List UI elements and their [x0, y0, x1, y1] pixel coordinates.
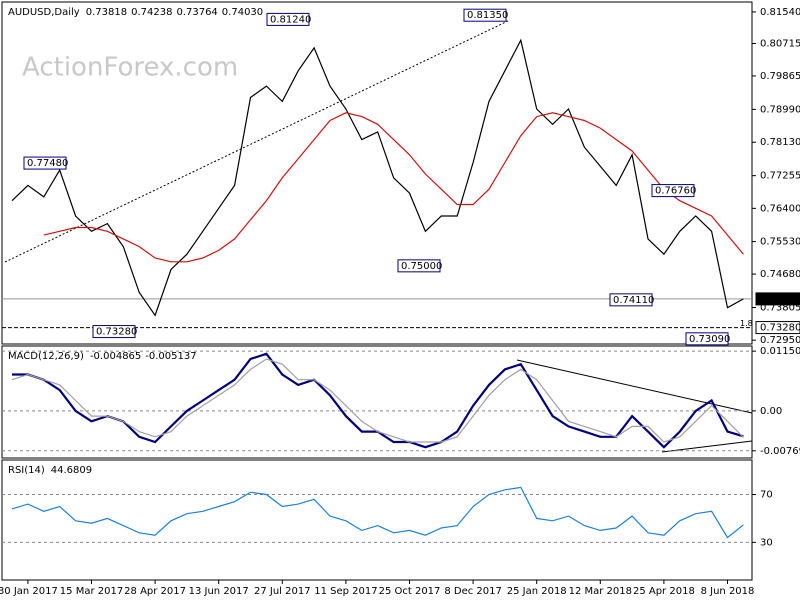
annotation-label: 0.76760 — [655, 186, 696, 197]
x-tick-label: 25 Oct 2017 — [379, 586, 441, 597]
y-tick-label: 0.74680 — [760, 269, 800, 280]
annotation-box — [397, 259, 441, 273]
x-tick-label: 30 Jan 2017 — [0, 586, 58, 597]
x-tick-label: 8 Dec 2017 — [444, 586, 502, 597]
header-value: -0.005137 — [145, 351, 196, 362]
price-marker-label: 0.74030 — [760, 294, 800, 305]
series-line — [11, 38, 744, 317]
annotation-box — [651, 184, 695, 198]
annotation-label: 0.81240 — [270, 14, 311, 25]
series-line — [11, 358, 744, 443]
header-value: 44.6809 — [51, 465, 92, 476]
x-tick-label: 12 Mar 2018 — [569, 586, 632, 597]
header-value: 0.73818 — [86, 7, 127, 18]
panel-title: RSI(14) — [8, 465, 45, 476]
macd-panel — [1, 345, 753, 459]
annotation-label: 0.74110 — [613, 295, 654, 306]
y-tick-label: 0.73805 — [760, 303, 800, 314]
price-marker-box — [755, 292, 800, 306]
series-line — [11, 486, 744, 539]
price-panel — [1, 1, 753, 345]
x-tick-label: 25 Jan 2018 — [507, 586, 567, 597]
annotation-box — [92, 325, 136, 339]
y-tick-label: 0.77255 — [760, 171, 800, 182]
annotation-box — [266, 12, 310, 26]
annotation-box — [609, 293, 653, 307]
annotation-label: 0.77480 — [27, 158, 68, 169]
y-tick-label: 0.011508 — [760, 346, 800, 357]
price-marker-box — [755, 321, 800, 335]
y-tick-label: -0.007694 — [760, 446, 800, 457]
annotation-label: 0.81350 — [467, 10, 508, 21]
series-line — [43, 112, 744, 263]
y-tick-label: 0.79865 — [760, 71, 800, 82]
x-tick-label: 15 Mar 2017 — [60, 586, 123, 597]
annotation-box — [685, 332, 729, 346]
x-tick-label: 27 Jul 2017 — [254, 586, 311, 597]
panel-title: AUDUSD,Daily — [8, 7, 80, 18]
y-tick-label: 0.72950 — [760, 335, 800, 346]
y-tick-label: 70 — [760, 490, 773, 501]
x-tick-label: 8 Jun 2018 — [701, 586, 755, 597]
macd-trend-line — [661, 440, 753, 453]
annotation-label: 0.75000 — [401, 261, 442, 272]
header-value: -0.004865 — [90, 351, 141, 362]
trend-line — [4, 19, 511, 263]
y-tick-label: 0.81540 — [760, 7, 800, 18]
x-tick-label: 13 Jun 2017 — [189, 586, 249, 597]
header-value: 0.73764 — [176, 7, 217, 18]
y-tick-label: 0.80715 — [760, 38, 800, 49]
header-value: 0.74238 — [131, 7, 172, 18]
x-tick-label: 25 Apr 2018 — [633, 586, 695, 597]
x-tick-label: 11 Sep 2017 — [314, 586, 377, 597]
y-tick-label: 0.00 — [760, 406, 782, 417]
panel-title: MACD(12,26,9) — [8, 351, 84, 362]
y-tick-label: 30 — [760, 537, 773, 548]
watermark: ActionForex.com — [22, 53, 238, 83]
header-value: 0.74030 — [222, 7, 263, 18]
price-marker-label: 0.73280 — [760, 323, 800, 334]
annotation-label: 0.73280 — [96, 327, 137, 338]
annotation-box — [23, 156, 67, 170]
y-tick-label: 0.75530 — [760, 237, 800, 248]
annotation-label: 0.73090 — [689, 334, 730, 345]
fib-label: 1.8 — [740, 319, 753, 328]
annotation-box — [463, 8, 507, 22]
x-tick-label: 28 Apr 2017 — [124, 586, 186, 597]
y-tick-label: 0.78990 — [760, 104, 800, 115]
y-tick-label: 0.76400 — [760, 203, 800, 214]
rsi-panel — [1, 459, 753, 581]
y-tick-label: 0.78130 — [760, 137, 800, 148]
